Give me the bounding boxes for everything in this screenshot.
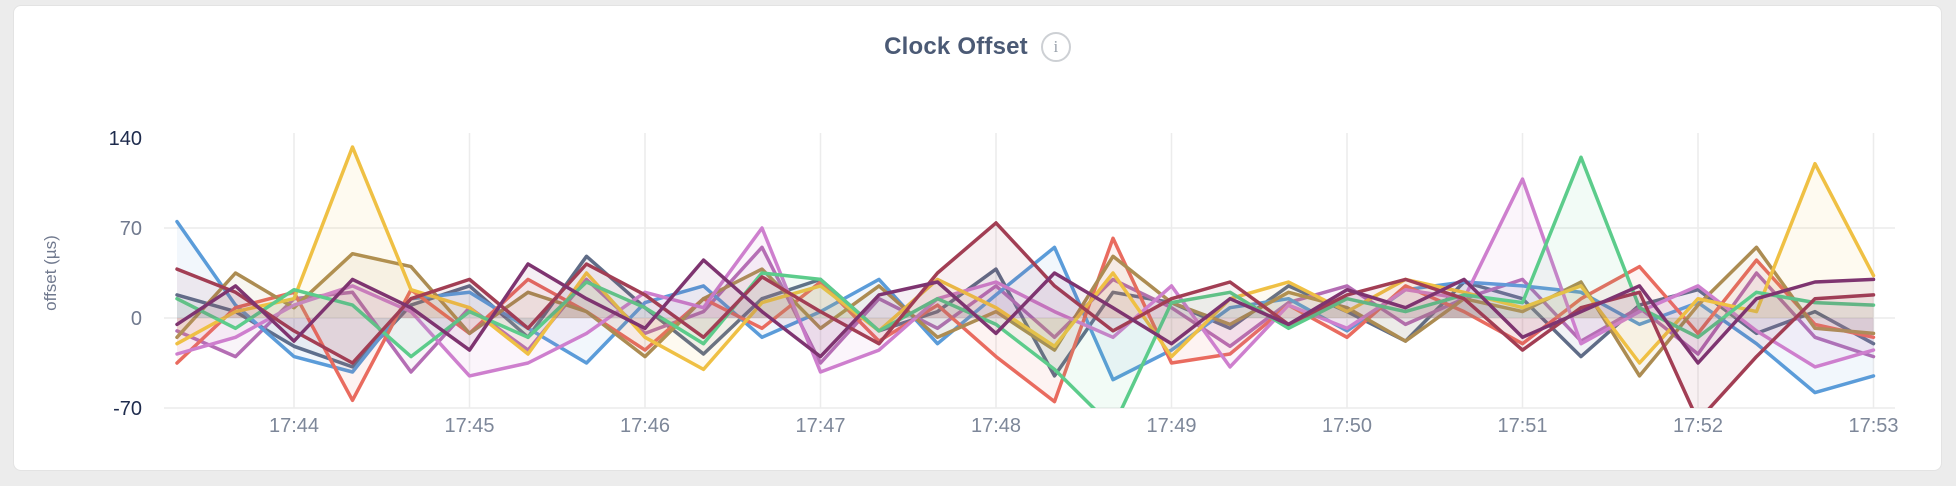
y-axis-label: offset (µs) [41, 235, 60, 311]
x-tick-label: 17:46 [620, 415, 670, 437]
series-8-green-area [177, 157, 1874, 408]
series-6-orchid-line [175, 177, 1876, 378]
x-tick-label: 17:52 [1673, 415, 1723, 437]
series-10-plum-line [175, 258, 1876, 365]
chart-canvas[interactable]: 17:44 17:45 17:46 17:47 17:48 17:49 17:50 17:51… [14, 6, 1941, 470]
y-tick-label: -70 [113, 398, 142, 420]
chart-card: Clock Offset i 17:44 17:45 17:46 17:47 17:48… [13, 5, 1942, 471]
info-icon[interactable]: i [1040, 32, 1071, 62]
series-4-red-area [177, 238, 1874, 402]
y-tick-label: 0 [131, 308, 142, 330]
chart-title: Clock Offset [884, 33, 1028, 60]
series-9-maroon-line [175, 221, 1876, 408]
series-3-blue-area [177, 221, 1874, 393]
x-tick-label: 17:53 [1848, 415, 1898, 437]
x-tick-label: 17:47 [795, 415, 845, 437]
x-tick-label: 17:51 [1497, 415, 1547, 437]
y-tick-label: 140 [109, 128, 142, 150]
series-4-red-line [175, 236, 1876, 404]
x-tick-label: 17:50 [1322, 415, 1372, 437]
series-1-slate-line [175, 254, 1876, 378]
x-tick-label: 17:45 [444, 415, 494, 437]
y-tick-label: 70 [120, 218, 142, 240]
chart-header: Clock Offset i [14, 32, 1941, 62]
series-7-gold-line [175, 145, 1876, 372]
x-tick-label: 17:48 [971, 415, 1021, 437]
series-7-gold-area [177, 147, 1874, 370]
series-9-maroon-area [177, 222, 1874, 408]
series-2-violet-area [177, 247, 1874, 372]
series-10-plum-area [177, 260, 1874, 363]
x-tick-label: 17:49 [1146, 415, 1196, 437]
series-8-green-line [175, 155, 1876, 408]
x-tick-label: 17:44 [269, 415, 319, 437]
series-1-slate-area [177, 256, 1874, 376]
